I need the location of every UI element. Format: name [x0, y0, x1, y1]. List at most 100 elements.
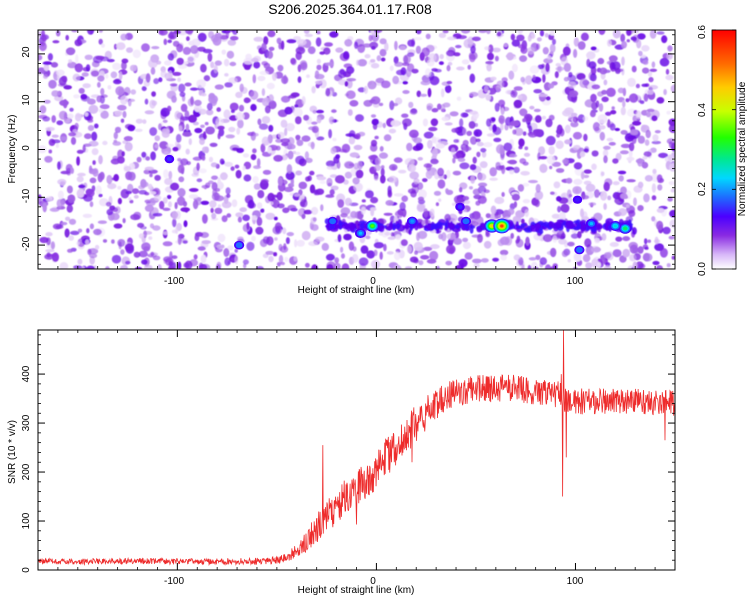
- heatmap-peak: [575, 197, 580, 202]
- heatmap-cell: [122, 218, 126, 224]
- heatmap-cell: [487, 52, 494, 61]
- heatmap-cell: [452, 170, 462, 176]
- heatmap-cell: [285, 237, 290, 245]
- heatmap-cell: [61, 75, 67, 82]
- heatmap-cell: [212, 188, 218, 197]
- heatmap-cell: [86, 265, 95, 269]
- heatmap-cell: [408, 164, 416, 173]
- heatmap-cell: [647, 89, 654, 95]
- heatmap-cell: [188, 194, 199, 199]
- heatmap-cell: [113, 174, 119, 182]
- heatmap-cell: [235, 112, 245, 121]
- heatmap-cell: [340, 246, 344, 253]
- snr-xtick-label: -100: [164, 576, 184, 587]
- heatmap-cell: [316, 30, 321, 35]
- heatmap-cell: [419, 93, 428, 97]
- heatmap-cell: [669, 209, 675, 218]
- heatmap-cell: [380, 165, 385, 169]
- heatmap-cell: [461, 30, 471, 34]
- heatmap-cell: [266, 50, 274, 59]
- heatmap-cell: [668, 141, 673, 148]
- heatmap-cell: [360, 206, 366, 215]
- heatmap-cell: [608, 55, 618, 62]
- heatmap-cell: [632, 120, 642, 126]
- heatmap-cell: [667, 154, 674, 161]
- heatmap-cell: [572, 145, 580, 151]
- heatmap-cell: [231, 199, 238, 208]
- heatmap-cell: [485, 231, 491, 238]
- heatmap-cell: [97, 173, 104, 183]
- heatmap-cell: [647, 239, 651, 243]
- snr-xtick-label: 0: [370, 576, 376, 587]
- heatmap-cell: [100, 88, 105, 96]
- heatmap-cell: [513, 99, 523, 109]
- heatmap-cell: [401, 113, 409, 118]
- heatmap-cell: [619, 150, 629, 155]
- heatmap-cell: [367, 80, 377, 90]
- heatmap-peak: [490, 224, 494, 228]
- heatmap-cell: [64, 228, 70, 238]
- heatmap-cell: [89, 223, 94, 230]
- heatmap-cell: [652, 168, 657, 175]
- heatmap-cell: [356, 59, 360, 66]
- heatmap-cell: [365, 190, 374, 199]
- heatmap-cell: [315, 37, 322, 47]
- heatmap-cell: [162, 241, 173, 247]
- heatmap-cell: [214, 84, 224, 90]
- heatmap-cell: [615, 67, 621, 74]
- heatmap-cell: [612, 158, 619, 164]
- heatmap-cell: [39, 42, 47, 52]
- heatmap-cell: [107, 183, 117, 190]
- heatmap-cell: [669, 219, 675, 229]
- heatmap-cell: [428, 126, 438, 132]
- heatmap-cell: [288, 143, 296, 150]
- heatmap-cell: [201, 155, 206, 161]
- heatmap-cell: [341, 253, 345, 259]
- heatmap-cell: [370, 62, 380, 69]
- heatmap-cell: [286, 164, 293, 174]
- heatmap-cell: [189, 188, 199, 192]
- heatmap-cell: [628, 241, 638, 250]
- heatmap-cell: [527, 132, 535, 136]
- heatmap-cell: [522, 182, 530, 187]
- heatmap-cell: [654, 236, 659, 245]
- heatmap-cell: [469, 91, 479, 97]
- heatmap-cell: [217, 132, 221, 140]
- heatmap-cell: [121, 61, 127, 70]
- heatmap-cell: [347, 109, 353, 116]
- heatmap-cell: [542, 47, 549, 55]
- heatmap-cell: [184, 110, 190, 119]
- heatmap-cell: [207, 52, 213, 62]
- heatmap-cell: [295, 151, 301, 156]
- heatmap-cell: [216, 107, 221, 112]
- heatmap-cell: [415, 142, 424, 151]
- heatmap-cell: [476, 173, 487, 181]
- heatmap-cell: [149, 173, 153, 178]
- heatmap-cell: [89, 256, 95, 265]
- heatmap-cell: [590, 93, 597, 103]
- heatmap-cell: [58, 110, 68, 120]
- heatmap-cell: [213, 64, 218, 74]
- heatmap-band-cell: [454, 224, 460, 229]
- heatmap-cell: [252, 74, 257, 84]
- heatmap-cell: [537, 64, 545, 70]
- heatmap-cell: [603, 155, 608, 164]
- heatmap-cell: [212, 36, 222, 46]
- heatmap-cell: [383, 212, 393, 216]
- heatmap-cell: [293, 107, 303, 117]
- heatmap-cell: [154, 135, 161, 142]
- heatmap-cell: [433, 190, 442, 196]
- heatmap-axis-ticks: [37, 30, 676, 269]
- heatmap-cell: [132, 49, 141, 59]
- heatmap-cell: [339, 68, 345, 75]
- heatmap-cell: [246, 222, 250, 230]
- heatmap-cell: [585, 262, 593, 269]
- heatmap-peaks: [164, 154, 632, 255]
- heatmap-cell: [384, 231, 392, 236]
- heatmap-cell: [164, 60, 172, 66]
- heatmap-cell: [190, 45, 199, 54]
- heatmap-cell: [286, 232, 294, 237]
- heatmap-cell: [249, 90, 259, 100]
- heatmap-cell: [261, 116, 271, 124]
- heatmap-cell: [637, 135, 646, 144]
